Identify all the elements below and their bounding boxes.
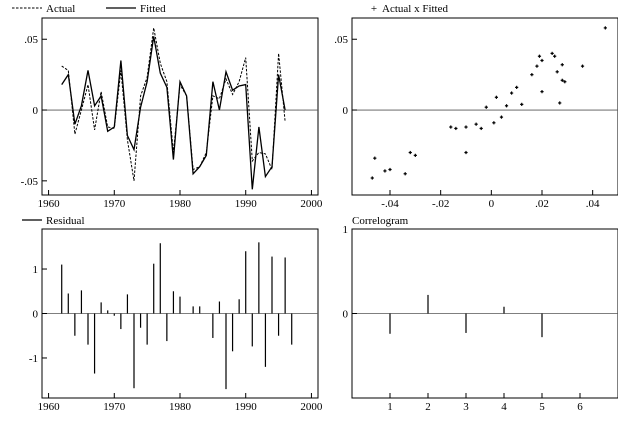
scatter-point [560, 78, 564, 82]
scatter-point [492, 121, 496, 125]
legend-label: Correlogram [352, 215, 409, 227]
scatter-point [383, 169, 387, 173]
x-tick-label: 1960 [38, 401, 61, 413]
x-tick-label: 1970 [103, 401, 126, 413]
scatter-point [388, 167, 392, 172]
scatter-point [580, 64, 585, 68]
x-tick-label: 0 [489, 198, 495, 210]
scatter-point [499, 115, 504, 119]
x-tick-label: 2000 [300, 198, 323, 210]
panel-top-right: -.04 -.02 0 .02 .04 0 .05 + Actual x Fitted [334, 3, 618, 210]
y-tick-label: 1 [33, 264, 39, 276]
x-tick-label: .02 [535, 198, 549, 210]
scatter-point [553, 54, 557, 58]
x-tick-label: 1960 [38, 198, 61, 210]
scatter-point [449, 125, 453, 129]
scatter-point [520, 102, 524, 106]
y-tick-label: -.05 [21, 176, 39, 188]
x-tick-label: 4 [501, 401, 507, 413]
scatter-point [464, 125, 468, 129]
scatter-point [540, 90, 544, 94]
scatter-point [535, 64, 539, 68]
scatter-point [479, 126, 483, 131]
x-tick-label: 3 [463, 401, 469, 413]
legend-label: Fitted [140, 3, 166, 15]
scatter-point [558, 101, 562, 105]
x-tick-label: .04 [586, 198, 600, 210]
y-tick-label: 0 [343, 309, 349, 321]
x-tick-label: 6 [577, 401, 583, 413]
scatter-point [504, 104, 509, 108]
scatter-point [464, 150, 468, 155]
x-tick-label: -.04 [381, 198, 399, 210]
scatter-point [408, 150, 412, 155]
y-tick-label: 0 [33, 309, 39, 321]
y-tick-label: .05 [24, 34, 38, 46]
x-tick-label: 1980 [169, 198, 192, 210]
legend-label: Residual [46, 215, 85, 227]
scatter-point [560, 63, 564, 67]
y-tick-label: -1 [29, 353, 38, 365]
panel-top-left: 1960 1970 1980 1990 2000 -.05 0 .05 Actual Fitted [12, 3, 323, 210]
x-tick-label: 1 [387, 401, 393, 413]
scatter-point [510, 91, 514, 95]
scatter-point [563, 80, 567, 84]
scatter-point [474, 122, 478, 126]
y-tick-label: .05 [334, 34, 348, 46]
x-tick-label: 1990 [235, 198, 258, 210]
scatter-point [530, 73, 534, 77]
scatter-point [537, 54, 542, 58]
x-tick-label: 5 [539, 401, 545, 413]
x-tick-label: 2000 [300, 401, 323, 413]
scatter-point [413, 153, 417, 157]
series-line-fitted [61, 36, 286, 190]
scatter-point [403, 172, 407, 176]
scatter-point [370, 176, 374, 180]
scatter-point [550, 51, 554, 55]
scatter-point [454, 126, 458, 131]
x-tick-label: -.02 [432, 198, 449, 210]
scatter-point [603, 26, 607, 30]
legend-label: Actual x Fitted [382, 3, 448, 15]
x-tick-label: 2 [425, 401, 431, 413]
x-tick-label: 1980 [169, 401, 192, 413]
scatter-point [484, 105, 488, 109]
scatter-point [494, 95, 498, 99]
scatter-point [373, 156, 377, 160]
x-tick-label: 1990 [235, 401, 258, 413]
x-tick-label: 1970 [103, 198, 126, 210]
panel-bottom-left: 1960 1970 1980 1990 2000 -1 0 1 Residual [22, 215, 323, 413]
y-tick-label: 1 [343, 224, 349, 236]
scatter-point [515, 85, 519, 89]
plot-frame [351, 17, 618, 196]
legend-label: Actual [46, 3, 75, 15]
scatter-point [540, 58, 544, 63]
scatter-point [555, 70, 559, 74]
y-tick-label: 0 [343, 105, 349, 117]
y-tick-label: 0 [33, 105, 39, 117]
legend-swatch: + [371, 3, 377, 15]
